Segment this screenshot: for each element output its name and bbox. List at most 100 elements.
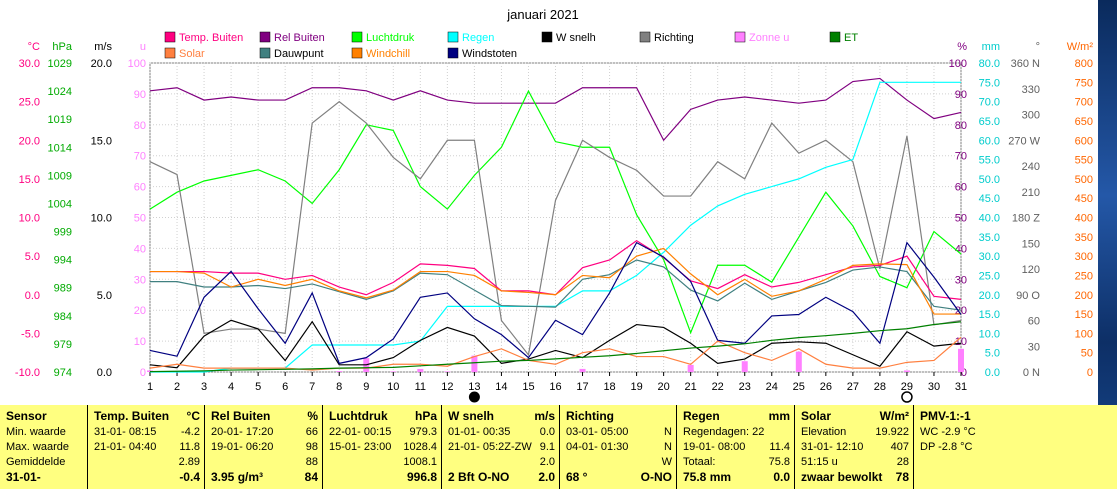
x-tick-label: 10 [387, 381, 399, 393]
legend-swatch [164, 31, 176, 43]
axis-tick-label: 30 [955, 274, 967, 286]
axis-tick-label: 120 [1022, 264, 1040, 276]
axis-tick-label: 300 [1075, 251, 1093, 263]
wind-current-value: 2.0 [538, 470, 555, 484]
rel-avg-value: 88 [305, 456, 318, 468]
sunhours-bar [958, 348, 964, 372]
axis-tick-label: 150 [1022, 238, 1040, 250]
axis-tick-label: 80 [955, 120, 967, 132]
richting-max-value: N [664, 441, 672, 453]
axis-tick-label: 60.0 [979, 135, 1000, 147]
axis-tick-label: 300 [1022, 110, 1040, 122]
series-line-windstoten [149, 241, 962, 365]
wind-min-value: 0.0 [539, 426, 555, 438]
axis-tick-label: 450 [1075, 193, 1093, 205]
axis-tick-label: 989 [54, 283, 72, 295]
axis-tick-label: 30.0 [19, 58, 40, 70]
solar-avg-value: 28 [896, 456, 909, 468]
legend-swatch [829, 31, 841, 43]
series-line-rel-buiten [149, 77, 962, 142]
x-tick-label: 23 [739, 381, 751, 393]
legend-label: Regen [462, 32, 494, 44]
rel-current-note: 3.95 g/m³ [211, 470, 264, 484]
axis-tick-label: 10.0 [19, 213, 40, 225]
x-tick-label: 3 [201, 381, 207, 393]
axis-tick-label: 80.0 [979, 58, 1000, 70]
rel-max-time: 19-01- 06:20 [211, 441, 274, 453]
temp-max-value: 11.8 [179, 441, 200, 453]
axis-tick-label: 40 [955, 243, 967, 255]
druk-avg-value: 1008.1 [403, 456, 437, 468]
axis-tick-label: 50.0 [979, 174, 1000, 186]
x-tick-label: 11 [415, 381, 426, 393]
temp-max-time: 21-01- 04:40 [94, 441, 157, 453]
legend-label: Zonne u [749, 32, 789, 44]
axis-tick-label: 50 [134, 213, 146, 225]
sunhours-bar [471, 355, 478, 372]
sunhours-bar [417, 368, 424, 372]
row-label-current: 31-01- [6, 470, 41, 484]
richting-header: Richting [566, 409, 614, 423]
sensor-column: Sensor Min. waarde Max. waarde Gemiddeld… [0, 405, 88, 489]
legend-swatch [259, 47, 271, 59]
x-tick-label: 16 [549, 381, 561, 393]
regen-total-value: 75.8 [768, 456, 790, 468]
x-tick-label: 2 [174, 381, 180, 393]
legend-label: Windchill [366, 48, 410, 60]
axis-tick-label: 180 Z [1012, 213, 1040, 225]
series-line-richting [149, 100, 962, 357]
axis-tick-label: 20.0 [19, 135, 40, 147]
wind-column: W snelh m/s 01-01- 00:35 0.0 21-01- 05:2Z-… [442, 405, 560, 489]
richting-avg-value: W [661, 456, 672, 468]
axis-unit-label: mm [982, 41, 1000, 53]
axis-tick-label: 20.0 [979, 290, 1000, 302]
axis-tick-label: 50 [955, 213, 967, 225]
axis-tick-label: 5.0 [25, 251, 40, 263]
axis-tick-label: 30 [1028, 341, 1040, 353]
axis-unit-label: u [140, 41, 146, 53]
new-moon-icon [468, 391, 480, 403]
axis-tick-label: 500 [1075, 174, 1093, 186]
axis-tick-label: 25.0 [19, 97, 40, 109]
rel-max-value: 98 [305, 441, 318, 453]
x-tick-label: 22 [712, 381, 724, 393]
axis-tick-label: -5.0 [21, 328, 40, 340]
solar-current-value: 78 [895, 470, 909, 484]
axis-tick-label: 10.0 [91, 213, 112, 225]
regen-current-note: 75.8 mm [683, 470, 732, 484]
x-tick-label: 12 [441, 381, 453, 393]
axis-tick-label: 350 [1075, 232, 1093, 244]
axis-tick-label: -10.0 [15, 367, 40, 379]
axis-tick-label: 800 [1075, 58, 1093, 70]
axis-tick-label: 979 [54, 339, 72, 351]
richting-column: Richting 03-01- 05:00 N 04-01- 01:30 N W 6… [560, 405, 677, 489]
pmv-column: PMV-1:-1 WC -2.9 °C DP -2.8 °C [914, 405, 1098, 489]
regen-column: Regen mm Regendagen: 22 19-01- 08:00 11.4 … [677, 405, 795, 489]
x-tick-label: 15 [522, 381, 534, 393]
x-tick-label: 29 [901, 381, 913, 393]
axis-tick-label: 30.0 [979, 251, 1000, 263]
axis-tick-label: 20.0 [91, 58, 112, 70]
legend-label: Richting [654, 32, 694, 44]
axis-tick-label: 15.0 [19, 174, 40, 186]
temp-min-value: -4.2 [181, 426, 200, 438]
solar-elevation-value: 19.922 [875, 426, 909, 438]
druk-unit: hPa [414, 409, 437, 423]
axis-tick-label: 40 [134, 243, 146, 255]
axis-tick-label: 0.0 [97, 367, 112, 379]
axis-tick-label: 90 [134, 89, 146, 101]
wind-header: W snelh [448, 409, 495, 423]
axis-tick-label: 1009 [48, 170, 72, 182]
series-line-regen [150, 81, 961, 373]
druk-column: Luchtdruk hPa 22-01- 00:15 979.3 15-01- 23… [323, 405, 442, 489]
axis-tick-label: 210 [1022, 187, 1040, 199]
sunhours-bar [579, 368, 586, 372]
temp-column: Temp. Buiten °C 31-01- 08:15 -4.2 21-01- 0… [88, 405, 205, 489]
druk-max-time: 15-01- 23:00 [329, 441, 392, 453]
axis-tick-label: 1029 [48, 58, 72, 70]
axis-tick-label: 550 [1075, 155, 1093, 167]
x-tick-label: 17 [576, 381, 588, 393]
axis-tick-label: 60 [134, 182, 146, 194]
legend-label: W snelh [556, 32, 596, 44]
sensor-header: Sensor [6, 409, 47, 423]
